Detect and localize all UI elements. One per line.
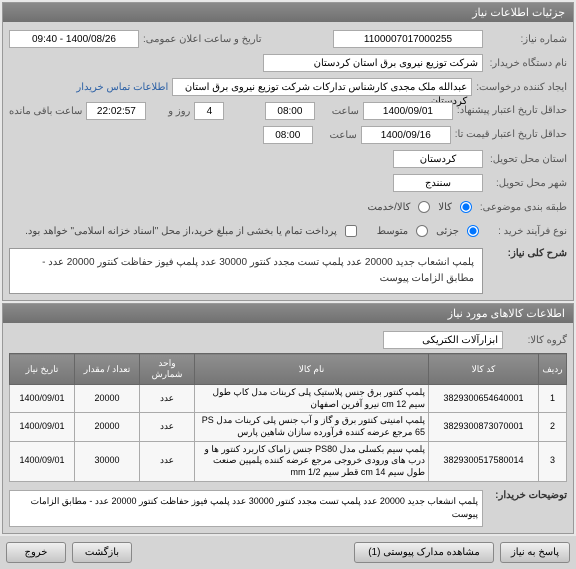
buyer-value: شرکت توزیع نیروی برق استان کردستان bbox=[263, 54, 483, 72]
province-label: استان محل تحویل: bbox=[487, 154, 567, 165]
table-header: ردیف bbox=[539, 354, 567, 385]
goods-body: گروه کالا: ابزارآلات الکتریکی ردیفکد کال… bbox=[3, 323, 573, 533]
table-row: 13829300654640001پلمپ کنتور برق جنس پلاس… bbox=[10, 385, 567, 413]
goods-panel: اطلاعات کالاهای مورد نیاز گروه کالا: ابز… bbox=[2, 303, 574, 534]
table-cell: پلمپ کنتور برق جنس پلاستیک پلی کربنات مد… bbox=[195, 385, 429, 413]
row-desc: شرح کلی نیاز: پلمپ انشعاب جدید 20000 عدد… bbox=[9, 248, 567, 294]
table-cell: عدد bbox=[140, 385, 195, 413]
radio-partial[interactable] bbox=[467, 225, 479, 237]
row-deadline: حداقل تاریخ اعتبار پیشنهاد: 1400/09/01 س… bbox=[9, 100, 567, 122]
row-buyer-note: توضیحات خریدار: پلمپ انشعاب جدید 20000 ع… bbox=[9, 490, 567, 527]
table-row: 33829300517580014پلمپ سیم بکسلی مدل PS80… bbox=[10, 441, 567, 481]
table-cell: 3 bbox=[539, 441, 567, 481]
hour-label-1: ساعت bbox=[319, 106, 359, 117]
contact-link[interactable]: اطلاعات تماس خریدار bbox=[76, 82, 168, 93]
city-value: سنندج bbox=[393, 174, 483, 192]
process-label: نوع فرآیند خرید : bbox=[487, 226, 567, 237]
table-cell: 3829300517580014 bbox=[429, 441, 539, 481]
table-cell: 20000 bbox=[75, 385, 140, 413]
attach-button[interactable]: مشاهده مدارک پیوستی (1) bbox=[354, 542, 494, 563]
requester-value: عبدالله ملک مجدی کارشناس تدارکات شرکت تو… bbox=[172, 78, 472, 96]
goods-header: اطلاعات کالاهای مورد نیاز bbox=[3, 304, 573, 323]
validity-label: حداقل تاریخ اعتبار قیمت تا: bbox=[455, 129, 567, 141]
need-no-label: شماره نیاز: bbox=[487, 34, 567, 45]
table-cell: 3829300873070001 bbox=[429, 413, 539, 441]
table-cell: پلمپ سیم بکسلی مدل PS80 جنس زاماک کاربرد… bbox=[195, 441, 429, 481]
row-validity: حداقل تاریخ اعتبار قیمت تا: 1400/09/16 س… bbox=[9, 124, 567, 146]
group-label: گروه کالا: bbox=[507, 335, 567, 346]
table-header: واحد شمارش bbox=[140, 354, 195, 385]
table-row: 23829300873070001پلمپ امنیتی کنتور برق و… bbox=[10, 413, 567, 441]
cat-goods-label: کالا bbox=[438, 202, 452, 213]
desc-label: شرح کلی نیاز: bbox=[487, 248, 567, 259]
need-no-value: 1100007017000255 bbox=[333, 30, 483, 48]
row-province: استان محل تحویل: کردستان bbox=[9, 148, 567, 170]
validity-hour: 08:00 bbox=[263, 126, 313, 144]
table-cell: عدد bbox=[140, 441, 195, 481]
exit-button[interactable]: خروج bbox=[6, 542, 66, 563]
buyer-label: نام دستگاه خریدار: bbox=[487, 58, 567, 69]
announce-label: تاریخ و ساعت اعلان عمومی: bbox=[143, 34, 262, 45]
days-label: روز و bbox=[150, 106, 190, 117]
table-cell: 3829300654640001 bbox=[429, 385, 539, 413]
table-header: تاریخ نیاز bbox=[10, 354, 75, 385]
radio-service[interactable] bbox=[418, 201, 430, 213]
hour-label-2: ساعت bbox=[317, 130, 357, 141]
province-value: کردستان bbox=[393, 150, 483, 168]
table-cell: 1 bbox=[539, 385, 567, 413]
process-partial-label: جزئی bbox=[436, 226, 459, 237]
buyer-note-text: پلمپ انشعاب جدید 20000 عدد پلمپ تست مجدد… bbox=[9, 490, 483, 527]
time-remain: 22:02:57 bbox=[86, 102, 146, 120]
requester-label: ایجاد کننده درخواست: bbox=[476, 82, 567, 93]
table-header: کد کالا bbox=[429, 354, 539, 385]
radio-medium[interactable] bbox=[416, 225, 428, 237]
table-cell: عدد bbox=[140, 413, 195, 441]
deadline-label: حداقل تاریخ اعتبار پیشنهاد: bbox=[457, 105, 567, 117]
desc-text: پلمپ انشعاب جدید 20000 عدد پلمپ تست مجدد… bbox=[9, 248, 483, 294]
table-header: تعداد / مقدار bbox=[75, 354, 140, 385]
row-city: شهر محل تحویل: سنندج bbox=[9, 172, 567, 194]
table-cell: 1400/09/01 bbox=[10, 385, 75, 413]
table-header: نام کالا bbox=[195, 354, 429, 385]
days-value: 4 bbox=[194, 102, 224, 120]
table-cell: 2 bbox=[539, 413, 567, 441]
remain-label: ساعت باقی مانده bbox=[9, 106, 82, 117]
category-label: طبقه بندی موضوعی: bbox=[480, 202, 567, 213]
group-value: ابزارآلات الکتریکی bbox=[383, 331, 503, 349]
table-cell: 20000 bbox=[75, 413, 140, 441]
row-process: نوع فرآیند خرید : جزئی متوسط پرداخت تمام… bbox=[9, 220, 567, 242]
radio-goods[interactable] bbox=[460, 201, 472, 213]
process-medium-label: متوسط bbox=[377, 226, 408, 237]
row-requester: ایجاد کننده درخواست: عبدالله ملک مجدی کا… bbox=[9, 76, 567, 98]
goods-table: ردیفکد کالانام کالاواحد شمارشتعداد / مقد… bbox=[9, 353, 567, 482]
panel-title: جزئیات اطلاعات نیاز bbox=[3, 3, 573, 22]
buyer-note-label: توضیحات خریدار: bbox=[487, 490, 567, 501]
deadline-hour: 08:00 bbox=[265, 102, 315, 120]
row-group: گروه کالا: ابزارآلات الکتریکی bbox=[9, 329, 567, 351]
announce-value: 1400/08/26 - 09:40 bbox=[9, 30, 139, 48]
validity-date: 1400/09/16 bbox=[361, 126, 451, 144]
cat-service-label: کالا/خدمت bbox=[367, 202, 410, 213]
checkbox-settle[interactable] bbox=[345, 225, 357, 237]
reply-button[interactable]: پاسخ به نیاز bbox=[500, 542, 570, 563]
table-cell: 30000 bbox=[75, 441, 140, 481]
settle-note: پرداخت تمام یا بخشی از مبلغ خرید،از محل … bbox=[25, 226, 337, 237]
main-panel: جزئیات اطلاعات نیاز شماره نیاز: 11000070… bbox=[2, 2, 574, 301]
row-need-no: شماره نیاز: 1100007017000255 تاریخ و ساع… bbox=[9, 28, 567, 50]
deadline-date: 1400/09/01 bbox=[363, 102, 453, 120]
city-label: شهر محل تحویل: bbox=[487, 178, 567, 189]
row-buyer: نام دستگاه خریدار: شرکت توزیع نیروی برق … bbox=[9, 52, 567, 74]
table-cell: 1400/09/01 bbox=[10, 413, 75, 441]
back-button[interactable]: بازگشت bbox=[72, 542, 132, 563]
table-cell: 1400/09/01 bbox=[10, 441, 75, 481]
button-bar: پاسخ به نیاز مشاهده مدارک پیوستی (1) باز… bbox=[0, 536, 576, 569]
table-cell: پلمپ امنیتی کنتور برق و گاز و آب جنس پلی… bbox=[195, 413, 429, 441]
info-body: شماره نیاز: 1100007017000255 تاریخ و ساع… bbox=[3, 22, 573, 300]
row-category: طبقه بندی موضوعی: کالا کالا/خدمت bbox=[9, 196, 567, 218]
